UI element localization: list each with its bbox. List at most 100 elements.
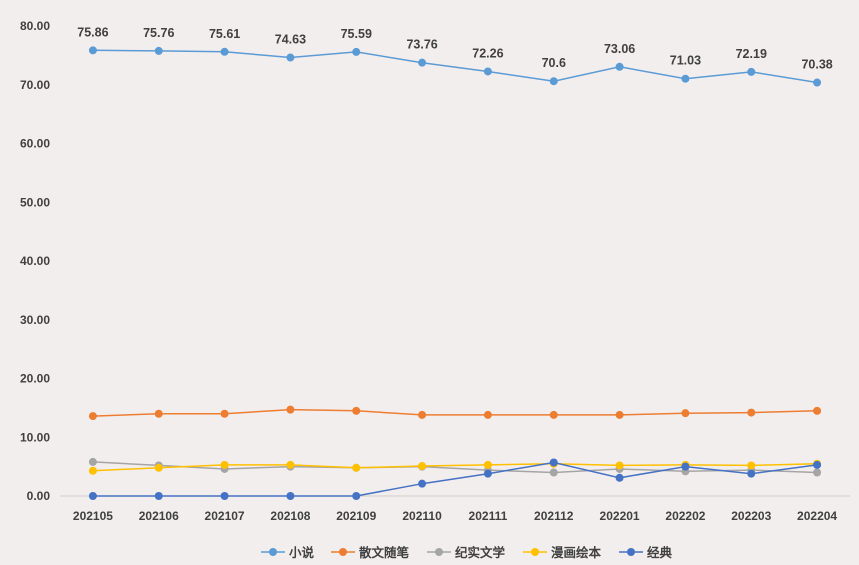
data-label: 70.6 bbox=[542, 56, 566, 70]
y-tick-label: 60.00 bbox=[20, 137, 50, 151]
y-tick-label: 20.00 bbox=[20, 372, 50, 386]
x-tick-label: 202108 bbox=[270, 509, 310, 523]
data-point bbox=[747, 461, 756, 470]
legend-item: 散文随笔 bbox=[331, 545, 410, 560]
data-point bbox=[418, 462, 427, 471]
data-point bbox=[154, 463, 163, 472]
data-point bbox=[813, 406, 822, 415]
data-point bbox=[813, 78, 822, 87]
legend: 小说 散文随笔 纪实文学 漫画绘本 经典 bbox=[261, 545, 673, 560]
data-point bbox=[681, 409, 690, 418]
data-point bbox=[352, 492, 361, 500]
data-point bbox=[286, 405, 295, 414]
series-layer bbox=[88, 46, 822, 500]
data-label: 75.59 bbox=[341, 27, 372, 41]
data-point bbox=[352, 463, 361, 472]
data-point bbox=[352, 406, 361, 415]
data-label: 75.76 bbox=[143, 26, 174, 40]
data-point bbox=[747, 67, 756, 76]
data-point bbox=[615, 473, 624, 482]
x-tick-label: 202204 bbox=[797, 509, 837, 523]
data-point bbox=[681, 74, 690, 83]
legend-item: 小说 bbox=[261, 545, 315, 560]
data-point bbox=[549, 468, 558, 477]
y-tick-label: 70.00 bbox=[20, 78, 50, 92]
data-point bbox=[813, 468, 822, 477]
data-label: 75.61 bbox=[209, 27, 240, 41]
data-point bbox=[220, 409, 229, 418]
legend-item: 漫画绘本 bbox=[523, 545, 602, 560]
legend-marker bbox=[339, 548, 347, 556]
data-point bbox=[286, 460, 295, 469]
x-tick-label: 202106 bbox=[139, 509, 179, 523]
data-point bbox=[286, 53, 295, 62]
data-label: 71.03 bbox=[670, 54, 701, 68]
data-point bbox=[615, 410, 624, 419]
y-tick-label: 40.00 bbox=[20, 254, 50, 268]
data-point bbox=[747, 469, 756, 478]
y-tick-label: 10.00 bbox=[20, 430, 50, 444]
data-point bbox=[220, 460, 229, 469]
data-point bbox=[286, 492, 295, 500]
legend-marker bbox=[531, 548, 539, 556]
legend-label: 纪实文学 bbox=[455, 545, 506, 560]
data-point bbox=[549, 77, 558, 86]
data-point bbox=[747, 408, 756, 417]
data-point bbox=[88, 46, 97, 55]
data-label: 72.19 bbox=[736, 47, 767, 61]
data-point bbox=[418, 479, 427, 488]
data-point bbox=[483, 410, 492, 419]
x-axis-ticks: 202105 202106 202107 202108 202109 202110 2021… bbox=[73, 509, 838, 523]
y-tick-label: 30.00 bbox=[20, 313, 50, 327]
series-line bbox=[92, 461, 818, 474]
x-tick-label: 202203 bbox=[731, 509, 771, 523]
data-point bbox=[615, 461, 624, 470]
legend-label: 漫画绘本 bbox=[551, 545, 602, 560]
data-point bbox=[615, 62, 624, 71]
data-label: 73.06 bbox=[604, 42, 635, 56]
series-line bbox=[92, 408, 818, 417]
legend-marker bbox=[627, 548, 635, 556]
series-line bbox=[92, 49, 818, 84]
legend-marker bbox=[435, 548, 443, 556]
legend-item: 经典 bbox=[619, 545, 673, 560]
data-point bbox=[549, 458, 558, 467]
data-point bbox=[154, 409, 163, 418]
data-point bbox=[220, 492, 229, 500]
data-point bbox=[418, 58, 427, 67]
x-tick-label: 202109 bbox=[336, 509, 376, 523]
legend-item: 纪实文学 bbox=[427, 545, 506, 560]
data-point bbox=[88, 412, 97, 421]
series-line bbox=[92, 461, 818, 497]
data-point bbox=[813, 460, 822, 469]
series-散文随笔 bbox=[88, 405, 822, 421]
series-line bbox=[92, 462, 818, 472]
data-point bbox=[220, 47, 229, 56]
x-tick-label: 202201 bbox=[600, 509, 640, 523]
y-tick-label: 50.00 bbox=[20, 195, 50, 209]
data-label: 70.38 bbox=[801, 58, 832, 72]
data-point bbox=[681, 462, 690, 471]
y-axis-ticks: 0.00 10.00 20.00 30.00 40.00 50.00 60.00 70.00 8… bbox=[20, 19, 50, 503]
x-tick-label: 202111 bbox=[469, 509, 508, 523]
x-tick-label: 202202 bbox=[665, 509, 705, 523]
x-tick-label: 202110 bbox=[402, 509, 442, 523]
data-point bbox=[418, 410, 427, 419]
y-tick-label: 80.00 bbox=[20, 19, 50, 33]
data-point bbox=[483, 469, 492, 478]
legend-label: 小说 bbox=[288, 545, 315, 560]
x-tick-label: 202112 bbox=[534, 509, 574, 523]
legend-label: 经典 bbox=[647, 545, 673, 560]
data-point bbox=[154, 46, 163, 55]
data-label: 72.26 bbox=[472, 46, 503, 60]
data-point bbox=[88, 457, 97, 466]
data-point bbox=[88, 492, 97, 500]
y-tick-label: 0.00 bbox=[27, 489, 51, 503]
data-point bbox=[154, 492, 163, 500]
x-tick-label: 202107 bbox=[205, 509, 245, 523]
data-labels: 75.86 75.76 75.61 74.63 75.59 73.76 72.26 70.6 7… bbox=[77, 25, 832, 71]
data-label: 75.86 bbox=[77, 25, 108, 39]
data-point bbox=[549, 410, 558, 419]
